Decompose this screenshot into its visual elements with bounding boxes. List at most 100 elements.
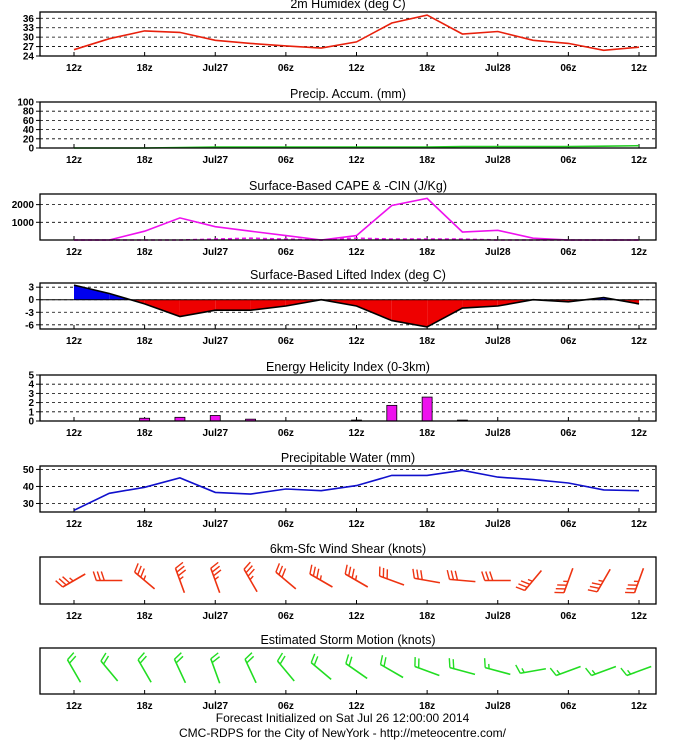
barb-feather	[66, 652, 75, 661]
x-tick-label: 06z	[278, 611, 294, 622]
panel-frame	[39, 282, 657, 330]
x-tick-label: 18z	[419, 155, 435, 166]
panel-frame	[39, 11, 657, 57]
source-credit-text: CMC-RDPS for the City of NewYork - http:…	[179, 726, 506, 740]
barb-feather	[137, 652, 145, 661]
y-tick-label: 5	[28, 371, 34, 382]
wind-barb	[92, 571, 123, 582]
y-tick-label: 27	[23, 42, 35, 53]
y-tick-label: 80	[23, 107, 35, 118]
y-tick-label: 0	[28, 295, 34, 306]
barb-feather	[312, 566, 316, 577]
li-area	[356, 299, 392, 321]
x-tick-label: Jul27	[202, 611, 228, 622]
barb-feather	[68, 655, 77, 664]
barb-feather	[100, 652, 107, 662]
barb-feather	[96, 571, 101, 581]
barb-feather	[316, 568, 320, 579]
panel-title: Surface-Based Lifted Index (deg C)	[250, 268, 446, 282]
barb-feather	[448, 658, 451, 668]
x-tick-label: 18z	[419, 428, 435, 439]
x-tick-label: 12z	[631, 519, 647, 530]
panel-3: Surface-Based Lifted Index (deg C) -6-3 03…	[25, 268, 657, 347]
barb-feather	[62, 576, 71, 584]
y-tick-label: 40	[23, 482, 35, 493]
x-tick-label: 06z	[560, 336, 576, 347]
barb-feather	[420, 570, 423, 580]
y-tick-label: 24	[23, 52, 35, 63]
barb-staff	[555, 665, 581, 677]
wind-barb	[310, 653, 332, 680]
barb-feather	[140, 568, 145, 578]
x-tick-label: 12z	[66, 155, 82, 166]
x-tick-label: 18z	[419, 701, 435, 712]
barb-feather	[55, 580, 64, 588]
x-tick-label: 06z	[560, 611, 576, 622]
x-tick-label: 18z	[419, 519, 435, 530]
li-area	[179, 299, 216, 317]
x-tick-label: Jul28	[485, 247, 511, 258]
x-tick-label: 12z	[348, 247, 364, 258]
x-tick-label: Jul28	[485, 428, 511, 439]
x-tick-label: 12z	[348, 336, 364, 347]
barb-half-feather	[214, 576, 220, 581]
barb-staff	[449, 578, 476, 583]
barb-feather	[383, 657, 387, 667]
x-tick-label: 12z	[348, 701, 364, 712]
barb-feather	[92, 571, 97, 581]
x-tick-label: 12z	[66, 247, 82, 258]
panel-title: 6km-Sfc Wind Shear (knots)	[270, 542, 426, 556]
barb-feather	[348, 656, 353, 667]
x-tick-label: 12z	[631, 247, 647, 258]
x-tick-label: 06z	[278, 247, 294, 258]
barb-feather	[520, 580, 531, 585]
barb-feather	[278, 565, 284, 575]
panel-frame	[39, 193, 657, 241]
panel-2: Surface-Based CAPE & -CIN (J/Kg) 1000 2000…	[12, 179, 657, 258]
y-tick-label: 3	[28, 283, 34, 294]
barb-staff	[174, 568, 186, 593]
barb-feather	[585, 667, 593, 676]
barb-feather	[620, 667, 628, 676]
wind-barb	[515, 570, 543, 592]
barb-feather	[515, 586, 525, 592]
li-area	[74, 285, 110, 300]
x-tick-label: 18z	[419, 611, 435, 622]
barb-feather	[483, 658, 486, 668]
barb-feather	[454, 570, 459, 581]
barb-staff	[244, 658, 257, 684]
wind-barb	[210, 652, 221, 684]
li-area	[427, 299, 463, 327]
x-tick-label: 18z	[137, 336, 153, 347]
wind-barb	[243, 561, 258, 593]
wind-barb	[66, 652, 82, 683]
y-tick-label: 20	[23, 134, 35, 145]
panel-frame	[39, 101, 657, 149]
barb-staff	[596, 568, 611, 593]
li-area	[144, 299, 180, 317]
barb-staff	[66, 659, 82, 683]
x-tick-label: 18z	[137, 155, 153, 166]
barb-half-feather	[527, 578, 533, 582]
barb-feather	[279, 655, 286, 665]
wind-barb	[481, 571, 511, 582]
wind-barb	[620, 665, 652, 677]
barb-staff	[137, 659, 152, 683]
barb-staff	[275, 571, 297, 590]
barb-feather	[210, 561, 219, 569]
wind-barb	[448, 658, 476, 676]
wind-barb	[344, 564, 369, 588]
wind-barb	[585, 665, 617, 677]
barb-staff	[345, 662, 368, 680]
ehi-bar	[386, 404, 398, 422]
x-tick-label: 12z	[66, 336, 82, 347]
panel-6: 6km-Sfc Wind Shear (knots) 12z 18z Jul27 06z…	[39, 542, 657, 622]
wind-barb	[412, 568, 441, 584]
barb-staff	[484, 666, 511, 676]
panel-title: Precip. Accum. (mm)	[290, 87, 406, 101]
barb-feather	[345, 654, 350, 664]
x-tick-label: 18z	[137, 63, 153, 74]
barb-feather	[481, 571, 486, 581]
